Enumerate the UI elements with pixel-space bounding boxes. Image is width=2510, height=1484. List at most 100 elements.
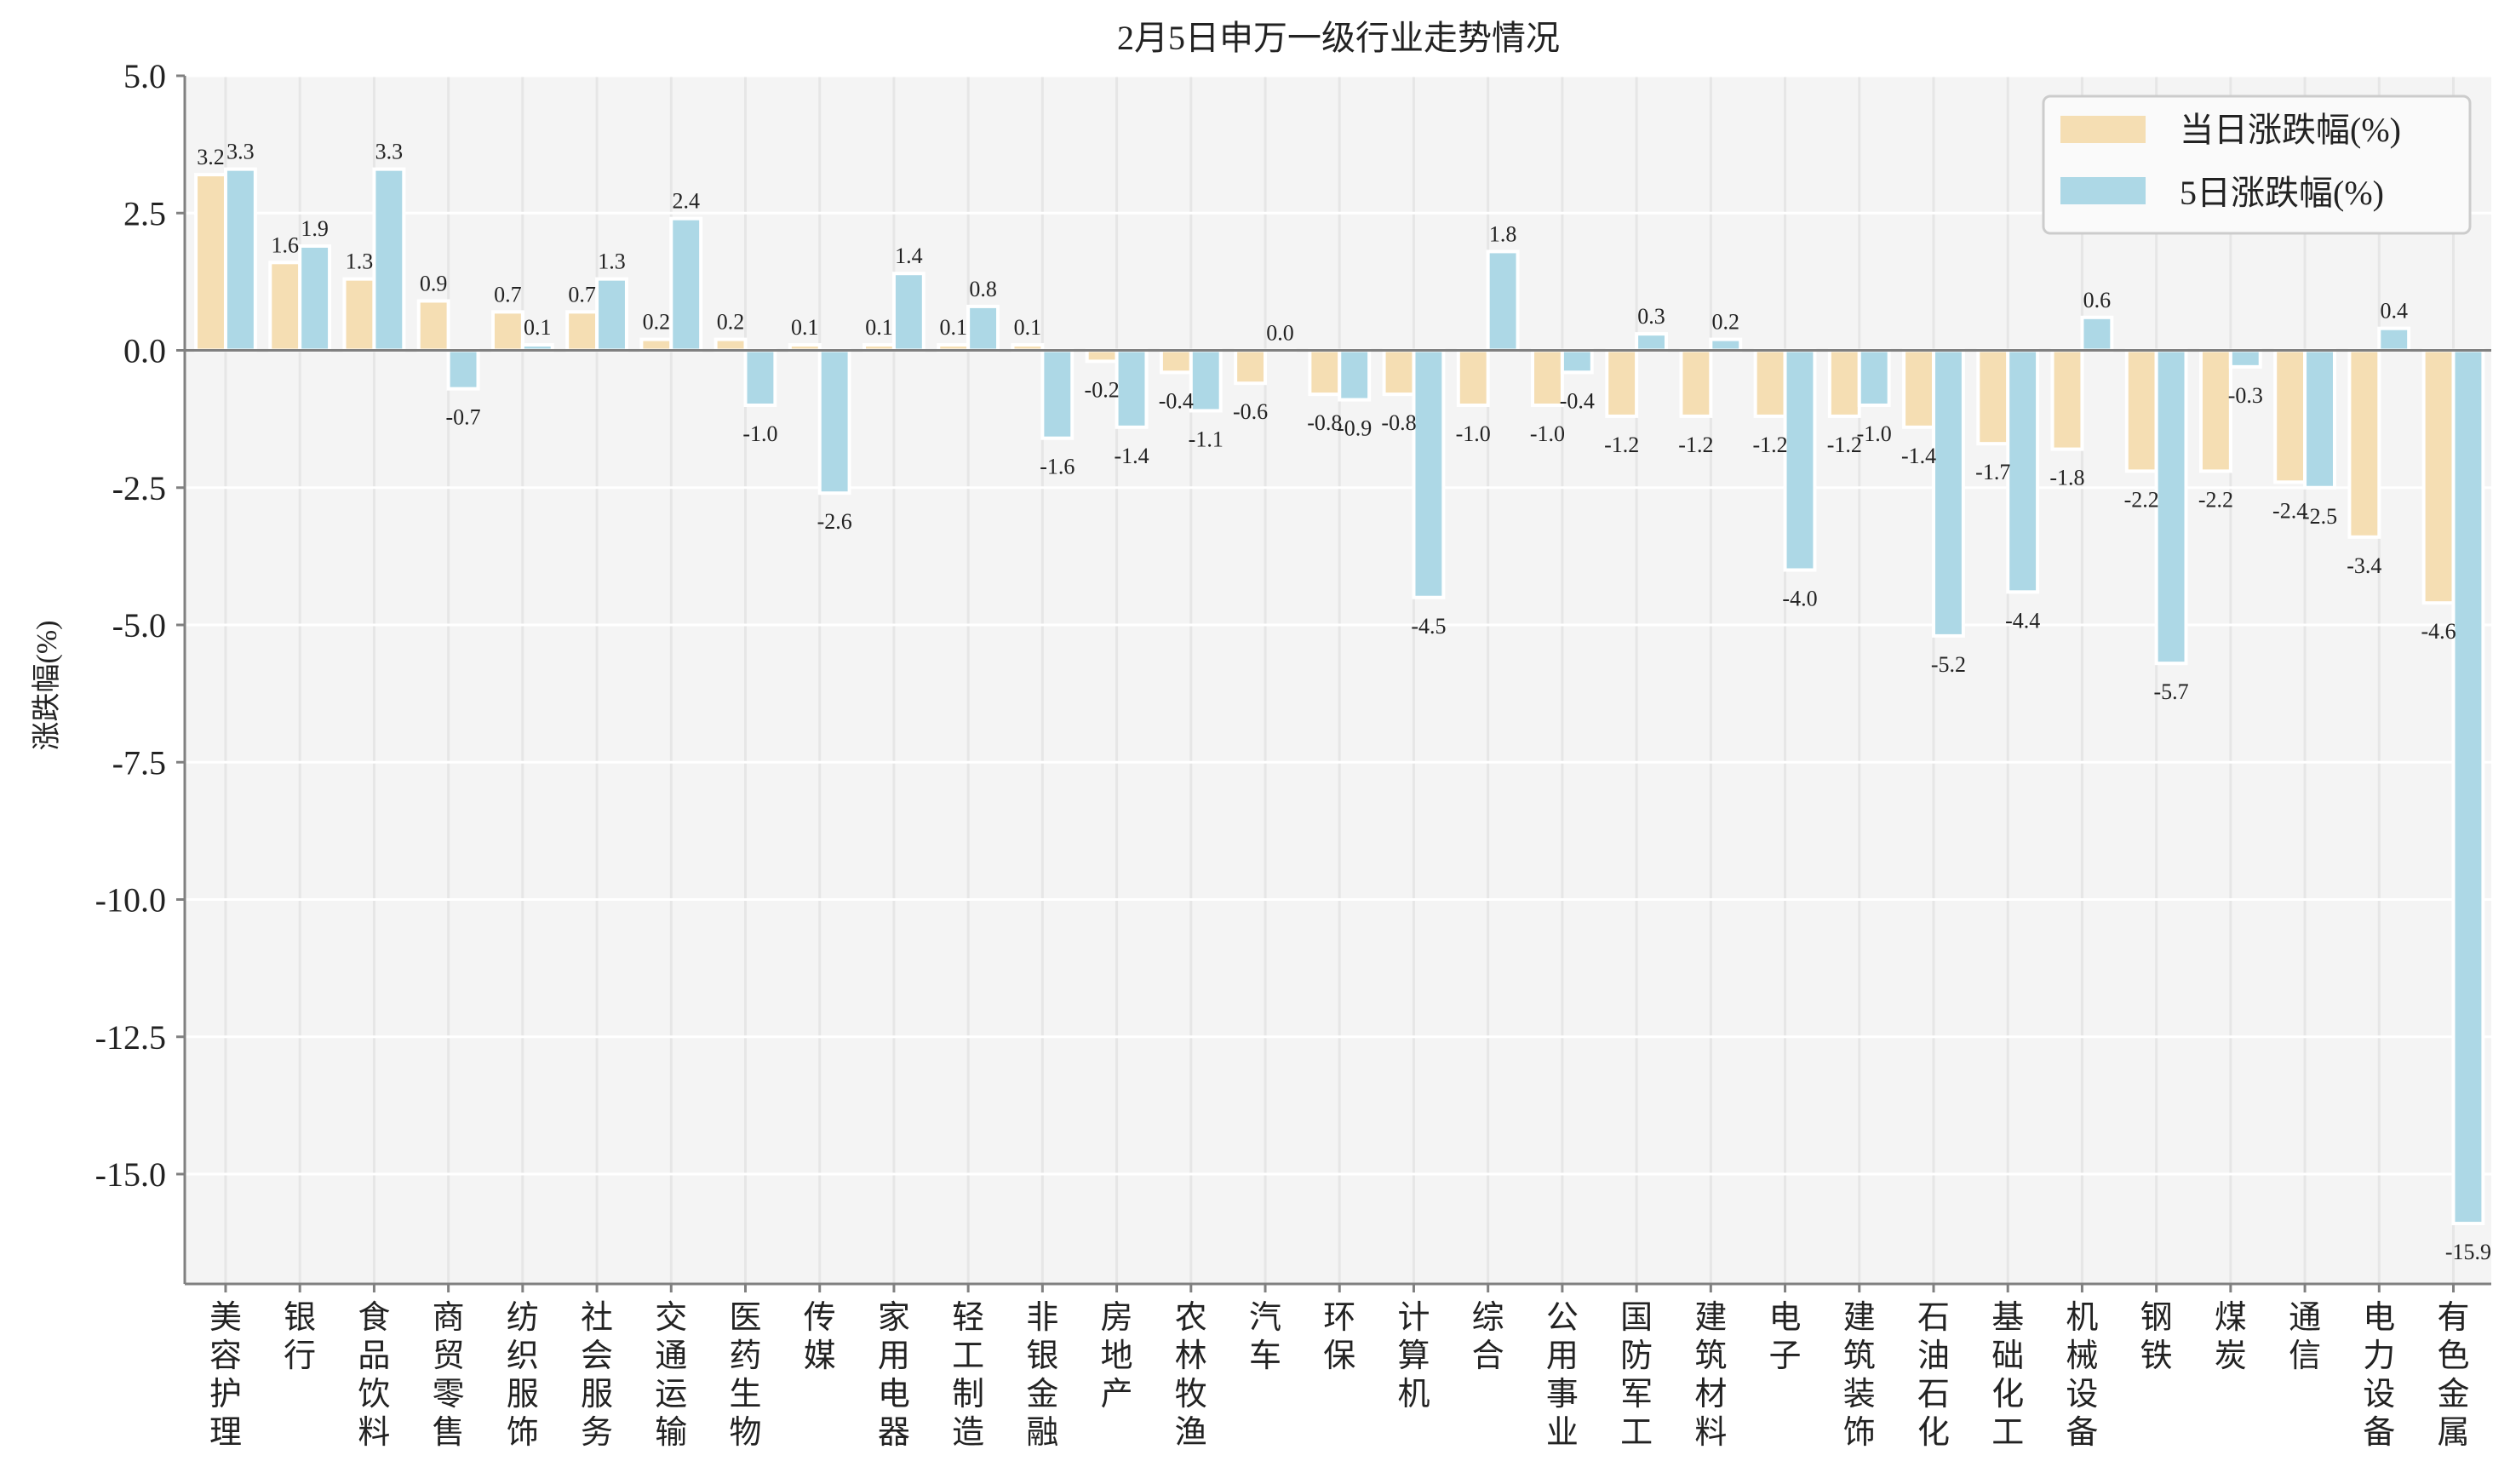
x-tick-label: 纺织服饰 (507, 1300, 539, 1451)
y-tick-label: -5.0 (112, 606, 166, 645)
data-label: -1.4 (1114, 444, 1149, 468)
data-label: -0.8 (1307, 410, 1342, 435)
data-label: 1.3 (598, 249, 626, 274)
bar-daily (490, 310, 524, 352)
grid (185, 74, 2491, 1284)
bar-5day (1189, 348, 1223, 413)
data-label: -0.7 (445, 405, 480, 430)
legend-swatch-5day (2060, 177, 2146, 204)
bar-5day (1115, 348, 1149, 429)
bar-daily (1605, 348, 1639, 418)
data-label: -0.4 (1159, 388, 1194, 413)
data-labels: 3.2 1.6 1.3 0.9 0.7 0.7 0.2 0.2 0.1 0.1 0.1 0.1 -0.2… (197, 140, 2491, 1264)
data-label: -1.0 (742, 421, 777, 446)
data-label: -0.9 (1337, 416, 1372, 441)
data-label: 1.8 (1489, 221, 1517, 246)
x-tick-label: 医药生物 (729, 1300, 761, 1451)
x-tick-label: 家用电器 (878, 1300, 910, 1451)
y-tick-label: -10.0 (95, 881, 166, 920)
bar-daily (1456, 348, 1490, 407)
y-tick-label: -12.5 (95, 1018, 166, 1057)
bar-5day (372, 167, 406, 352)
bar-5day (2228, 348, 2262, 369)
x-tick-label: 国防军工 (1620, 1300, 1653, 1451)
bar-daily (1531, 348, 1564, 407)
data-label: -4.0 (1782, 587, 1817, 611)
plot-area (185, 76, 2491, 1284)
x-tick-label: 轻工制造 (952, 1300, 984, 1451)
bar-5day (2154, 348, 2188, 666)
bar-5day (1040, 348, 1074, 440)
bar-5day (1709, 337, 1743, 352)
data-label: 0.1 (939, 315, 967, 340)
bar-5day (966, 304, 1000, 352)
data-label: -5.7 (2154, 679, 2189, 704)
x-tick-label: 环保 (1323, 1300, 1355, 1374)
y-tick-label: 2.5 (123, 194, 166, 232)
bar-5day (2080, 315, 2114, 352)
x-tick-label: 农林牧渔 (1175, 1300, 1207, 1451)
y-tick-label: -15.0 (95, 1155, 166, 1194)
bar-5day (2006, 348, 2040, 594)
data-label: -2.4 (2272, 498, 2307, 523)
data-label: -1.0 (1456, 421, 1491, 446)
x-tick-label: 汽车 (1249, 1300, 1281, 1374)
bar-daily (713, 337, 748, 352)
x-tick-label: 银行 (284, 1300, 316, 1374)
x-tick-label: 社会服务 (581, 1300, 613, 1451)
data-label: -4.4 (2005, 608, 2040, 633)
data-label: 0.7 (494, 282, 522, 307)
y-tick-label: -7.5 (112, 743, 166, 782)
axes: 5.0 2.5 0.0 -2.5 -5.0 -7.5 -10.0 -12.5 -15.0 美容护理… (95, 57, 2491, 1451)
data-label: 0.7 (568, 282, 596, 307)
data-label: -2.2 (2124, 487, 2159, 512)
bar-5day (298, 244, 332, 352)
data-label: 1.3 (346, 249, 374, 274)
legend-label-daily: 当日涨跌幅(%) (2180, 111, 2401, 149)
bar-daily (1234, 348, 1268, 386)
data-label: -1.2 (1604, 433, 1639, 457)
data-label: 0.1 (865, 315, 893, 340)
data-label: -15.9 (2445, 1240, 2491, 1264)
x-tick-label: 房地产 (1101, 1300, 1133, 1412)
x-tick-label: 传媒 (804, 1300, 836, 1374)
bar-daily (2347, 348, 2381, 539)
data-label: -0.2 (1085, 377, 1120, 402)
bar-daily (1679, 348, 1713, 418)
bar-daily (1902, 348, 1935, 429)
bar-5day (1857, 348, 1891, 407)
legend-label-5day: 5日涨跌幅(%) (2180, 174, 2384, 212)
bar-daily (2273, 348, 2307, 484)
data-label: 2.4 (672, 189, 700, 214)
bar-daily (1976, 348, 2010, 446)
x-tick-label: 机械设备 (2066, 1300, 2098, 1451)
data-label: 0.4 (2380, 299, 2408, 324)
x-tick-label: 钢铁 (2140, 1300, 2173, 1374)
data-label: 0.9 (420, 271, 448, 295)
bar-daily (639, 337, 673, 352)
bar-daily (342, 277, 376, 352)
data-label: 0.3 (1637, 304, 1665, 329)
bar-daily (1159, 348, 1193, 375)
bar-5day (891, 272, 925, 352)
bar-5day (1560, 348, 1594, 375)
bar-daily (2050, 348, 2084, 451)
bar-5day (223, 167, 257, 352)
data-label: -1.4 (1901, 444, 1936, 468)
data-label: -2.6 (817, 509, 852, 534)
data-label: 3.3 (226, 140, 255, 164)
bar-5day (595, 277, 628, 352)
data-label: -1.2 (1678, 433, 1713, 457)
bar-5day (446, 348, 480, 391)
x-tick-label: 商贸零售 (433, 1300, 465, 1451)
data-label: 0.2 (717, 310, 745, 335)
data-label: -5.2 (1931, 652, 1966, 677)
data-label: -3.4 (2347, 553, 2381, 578)
data-label: -2.2 (2198, 487, 2233, 512)
x-tick-label: 非银金融 (1026, 1300, 1058, 1451)
data-label: -2.5 (2302, 504, 2337, 529)
bar-5day (1931, 348, 1965, 638)
legend-swatch-daily (2060, 116, 2146, 143)
bar-daily (1753, 348, 1787, 418)
